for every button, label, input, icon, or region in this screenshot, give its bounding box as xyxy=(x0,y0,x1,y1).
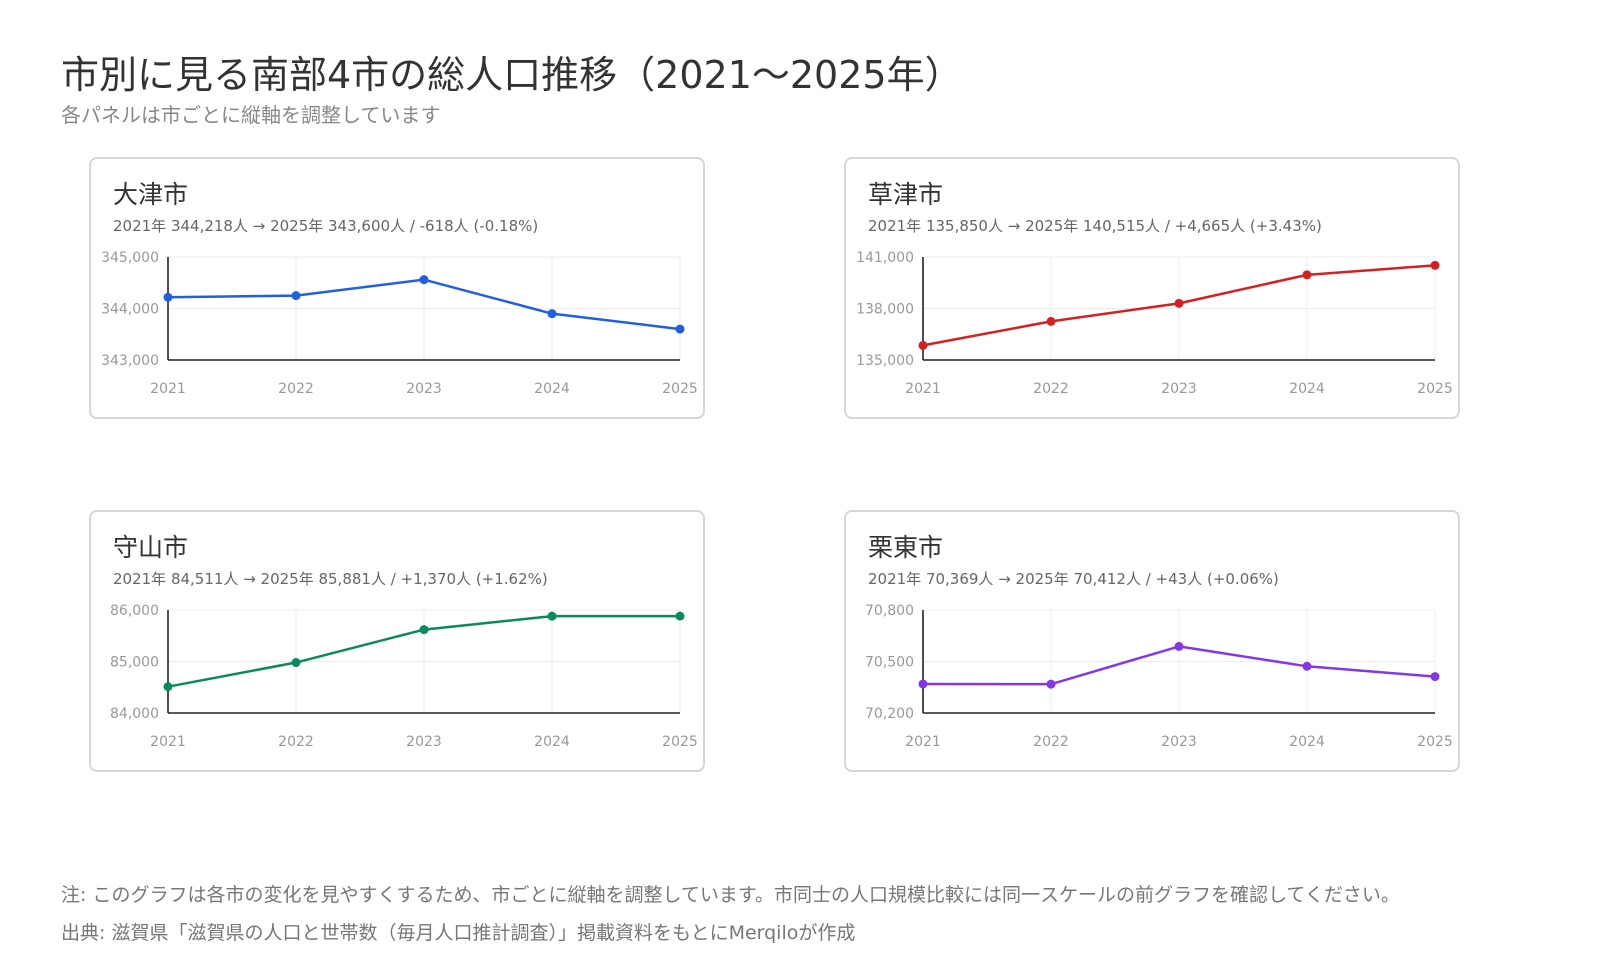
x-tick-label: 2022 xyxy=(278,381,314,397)
data-point xyxy=(675,611,685,621)
x-tick-label: 2022 xyxy=(278,734,314,750)
y-tick-label: 85,000 xyxy=(110,655,159,671)
y-tick-label: 138,000 xyxy=(856,302,914,318)
y-tick-label: 343,000 xyxy=(101,353,159,369)
data-point xyxy=(291,658,301,668)
chart-panel-ritto: 栗東市 2021年 70,369人 → 2025年 70,412人 / +43人… xyxy=(844,510,1460,772)
data-point xyxy=(419,275,429,285)
data-point xyxy=(675,324,685,334)
x-tick-label: 2025 xyxy=(662,734,698,750)
x-tick-label: 2021 xyxy=(150,381,186,397)
x-tick-label: 2025 xyxy=(1417,734,1453,750)
x-tick-label: 2023 xyxy=(406,734,442,750)
x-tick-label: 2024 xyxy=(1289,734,1325,750)
data-point xyxy=(918,340,928,350)
y-tick-label: 141,000 xyxy=(856,250,914,266)
data-point xyxy=(918,679,928,689)
y-tick-label: 345,000 xyxy=(101,250,159,266)
x-tick-label: 2025 xyxy=(1417,381,1453,397)
x-tick-label: 2022 xyxy=(1033,734,1069,750)
x-tick-label: 2024 xyxy=(534,734,570,750)
chart-panel-moriyama: 守山市 2021年 84,511人 → 2025年 85,881人 / +1,3… xyxy=(89,510,705,772)
data-point xyxy=(1174,641,1184,651)
panel-summary: 2021年 344,218人 → 2025年 343,600人 / -618人 … xyxy=(113,217,539,235)
data-point xyxy=(1046,679,1056,689)
x-tick-label: 2023 xyxy=(406,381,442,397)
footnote-note: 注: このグラフは各市の変化を見やすくするため、市ごとに縦軸を調整しています。市… xyxy=(61,884,1400,906)
y-tick-label: 70,500 xyxy=(865,655,914,671)
chart-panel-kusatsu: 草津市 2021年 135,850人 → 2025年 140,515人 / +4… xyxy=(844,157,1460,419)
panel-title: 草津市 xyxy=(868,180,944,209)
line-chart-kusatsu: 135,000 138,000 141,000 2021 2022 2023 2024 202… xyxy=(856,250,1453,397)
x-tick-label: 2024 xyxy=(534,381,570,397)
data-point xyxy=(291,291,301,301)
chart-panel-otsu: 大津市 2021年 344,218人 → 2025年 343,600人 / -6… xyxy=(89,157,705,419)
y-tick-label: 86,000 xyxy=(110,603,159,619)
data-point xyxy=(163,682,173,692)
y-tick-label: 344,000 xyxy=(101,302,159,318)
data-point xyxy=(1046,316,1056,326)
data-point xyxy=(163,292,173,302)
x-tick-label: 2025 xyxy=(662,381,698,397)
data-point xyxy=(547,611,557,621)
y-tick-label: 135,000 xyxy=(856,353,914,369)
line-chart-ritto: 70,200 70,500 70,800 2021 2022 2023 2024 2025 xyxy=(865,603,1453,750)
x-tick-label: 2021 xyxy=(150,734,186,750)
x-tick-label: 2021 xyxy=(905,734,941,750)
y-tick-label: 84,000 xyxy=(110,706,159,722)
line-chart-moriyama: 84,000 85,000 86,000 2021 2022 2023 2024 2025 xyxy=(110,603,698,750)
line-chart-otsu: 343,000 344,000 345,000 2021 2022 2023 2024 202… xyxy=(101,250,698,397)
footnote-source: 出典: 滋賀県「滋賀県の人口と世帯数（毎月人口推計調査）」掲載資料をもとにMer… xyxy=(61,922,856,944)
x-tick-label: 2024 xyxy=(1289,381,1325,397)
page-title: 市別に見る南部4市の総人口推移（2021〜2025年） xyxy=(61,53,963,97)
panel-summary: 2021年 84,511人 → 2025年 85,881人 / +1,370人 … xyxy=(113,570,548,588)
data-point xyxy=(547,309,557,319)
panel-title: 栗東市 xyxy=(868,533,944,562)
data-point xyxy=(1302,270,1312,280)
data-point xyxy=(1174,298,1184,308)
page-subtitle: 各パネルは市ごとに縦軸を調整しています xyxy=(61,103,441,127)
panel-title: 大津市 xyxy=(113,180,189,209)
data-point xyxy=(1302,661,1312,671)
panel-summary: 2021年 135,850人 → 2025年 140,515人 / +4,665… xyxy=(868,217,1322,235)
x-tick-label: 2022 xyxy=(1033,381,1069,397)
data-point xyxy=(419,625,429,635)
y-tick-label: 70,800 xyxy=(865,603,914,619)
panel-summary: 2021年 70,369人 → 2025年 70,412人 / +43人 (+0… xyxy=(868,570,1279,588)
data-point xyxy=(1430,260,1440,270)
x-tick-label: 2023 xyxy=(1161,734,1197,750)
x-tick-label: 2021 xyxy=(905,381,941,397)
panel-title: 守山市 xyxy=(113,533,189,562)
data-point xyxy=(1430,672,1440,682)
x-tick-label: 2023 xyxy=(1161,381,1197,397)
y-tick-label: 70,200 xyxy=(865,706,914,722)
